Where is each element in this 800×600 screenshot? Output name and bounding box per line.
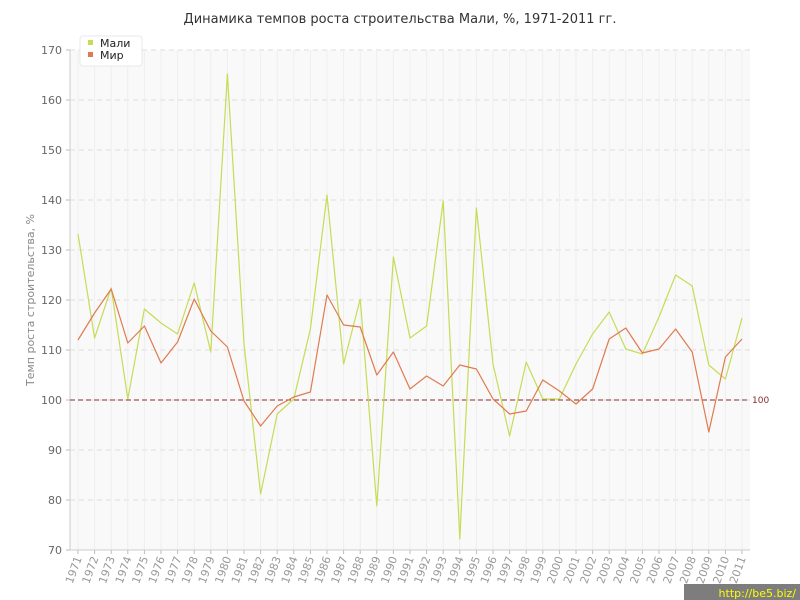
y-tick-label: 160: [41, 94, 62, 107]
y-axis: 70 80 90 100 110 120 130 140 150 160 170: [41, 44, 71, 557]
watermark-bg: [684, 584, 800, 600]
legend: Мали Мир: [79, 35, 143, 67]
y-tick-label: 140: [41, 194, 62, 207]
legend-swatch-mir: [88, 52, 93, 57]
series-line-mir: [77, 288, 743, 433]
legend-swatch-mali: [88, 40, 93, 45]
watermark: http://be5.biz/: [684, 584, 800, 600]
y-tick-label: 170: [41, 44, 62, 57]
legend-label-mir: Мир: [100, 49, 124, 62]
x-axis: 1971197219731974197519761977197819791980…: [63, 549, 750, 585]
y-tick-label: 150: [41, 144, 62, 157]
series-line-mali: [77, 73, 743, 540]
series-group: [77, 73, 743, 540]
y-tick-label: 130: [41, 244, 62, 257]
legend-label-mali: Мали: [100, 37, 130, 50]
y-tick-label: 70: [48, 544, 62, 557]
y-tick-label: 120: [41, 294, 62, 307]
reference-line: 100: [70, 396, 769, 406]
grid-lines: [70, 49, 750, 551]
y-axis-label: Темп роста строительства, %: [24, 214, 37, 387]
reference-line-label: 100: [752, 396, 769, 406]
legend-box: [79, 35, 143, 67]
y-tick-label: 110: [41, 344, 62, 357]
y-tick-label: 80: [48, 494, 62, 507]
y-tick-label: 100: [41, 394, 62, 407]
watermark-text: http://be5.biz/: [719, 587, 797, 600]
chart-title: Динамика темпов роста строительства Мали…: [184, 12, 617, 27]
y-tick-label: 90: [48, 444, 62, 457]
